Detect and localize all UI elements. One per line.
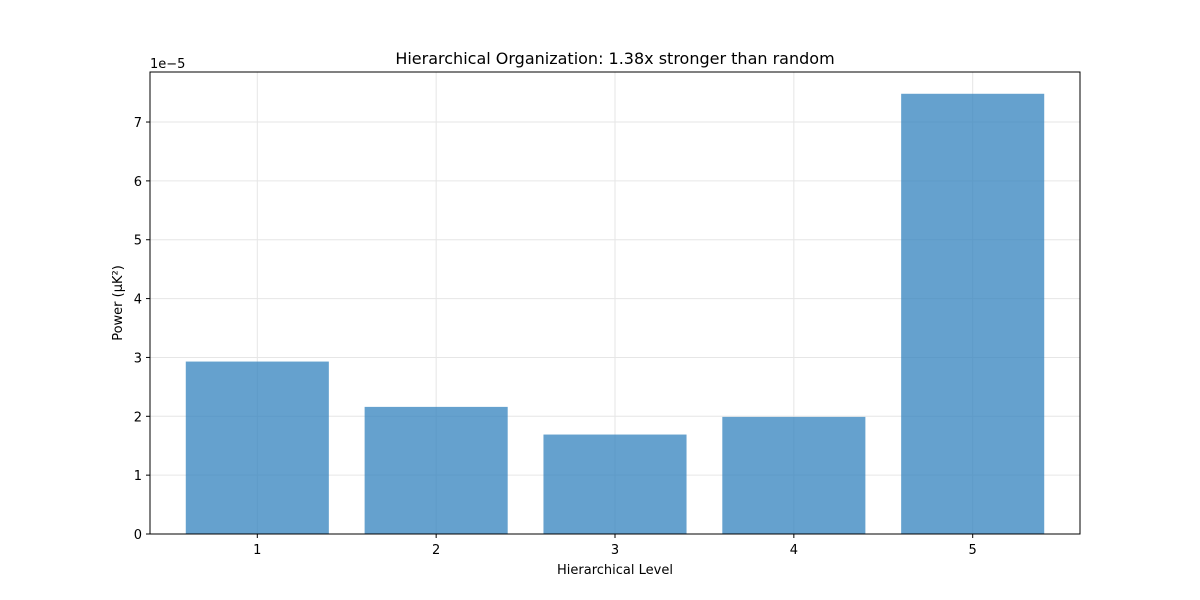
x-tick-label: 5 bbox=[969, 543, 977, 558]
y-tick-label: 3 bbox=[134, 351, 142, 366]
chart-title: Hierarchical Organization: 1.38x stronge… bbox=[395, 49, 834, 68]
y-tick-label: 6 bbox=[134, 175, 142, 190]
x-tick-label: 1 bbox=[253, 543, 261, 558]
y-axis-label: Power (µK²) bbox=[111, 265, 126, 341]
y-tick-label: 2 bbox=[134, 410, 142, 425]
bars-layer bbox=[185, 93, 1045, 535]
bar-level-2 bbox=[364, 406, 508, 534]
ticks-layer: 1 2 3 4 5 0 1 2 3 4 5 6 7 bbox=[134, 116, 977, 558]
y-tick-label: 4 bbox=[134, 293, 142, 308]
bar-level-3 bbox=[543, 434, 687, 534]
y-tick-label: 5 bbox=[134, 234, 142, 249]
x-tick-label: 4 bbox=[790, 543, 798, 558]
bar-level-1 bbox=[185, 361, 329, 534]
y-tick-label: 1 bbox=[134, 469, 142, 484]
x-tick-label: 2 bbox=[432, 543, 440, 558]
bar-level-4 bbox=[722, 416, 866, 534]
y-offset-label: 1e−5 bbox=[150, 57, 185, 72]
y-tick-label: 0 bbox=[134, 528, 142, 543]
x-axis-label: Hierarchical Level bbox=[557, 563, 673, 578]
bar-level-5 bbox=[901, 93, 1045, 535]
y-tick-label: 7 bbox=[134, 116, 142, 131]
x-tick-label: 3 bbox=[611, 543, 619, 558]
